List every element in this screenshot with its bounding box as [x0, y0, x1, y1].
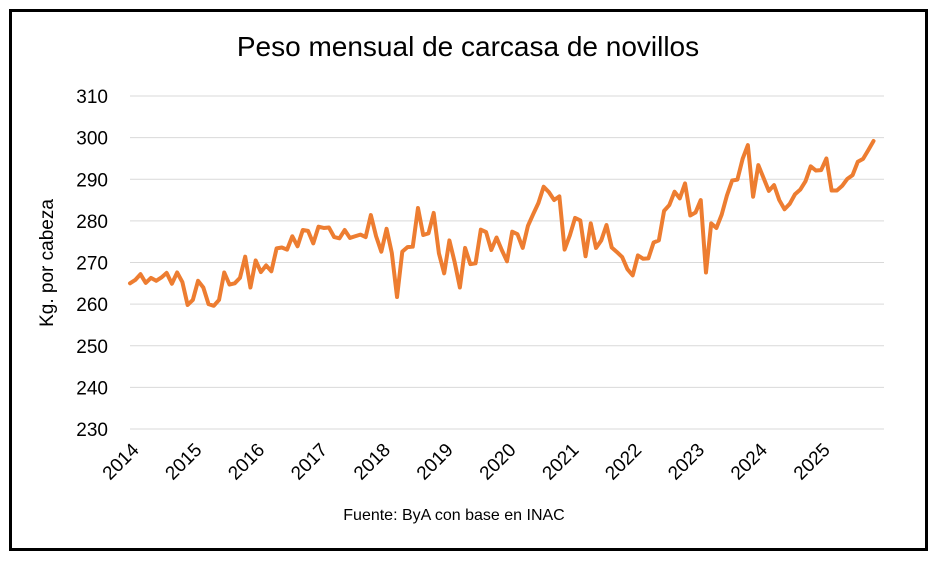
- series-group: [128, 138, 876, 308]
- x-tick-label: 2023: [664, 440, 709, 485]
- y-tick-label: 310: [76, 87, 108, 108]
- chart-title: Peso mensual de carcasa de novillos: [237, 31, 699, 62]
- y-axis-label: Kg. por cabeza: [37, 199, 58, 327]
- x-tick-label: 2017: [287, 440, 332, 485]
- x-tick-label: 2019: [413, 440, 458, 485]
- y-tick-label: 260: [76, 295, 108, 316]
- x-tick-label: 2020: [476, 440, 521, 485]
- source-note: Fuente: ByA con base en INAC: [343, 507, 564, 524]
- chart-frame: [9, 9, 928, 551]
- x-tick-label: 2014: [99, 439, 144, 484]
- series-line-0: [128, 138, 876, 308]
- y-tick-label: 290: [76, 170, 108, 191]
- y-axis-ticks: 310 300 290 280 270 260 250 240 230: [76, 87, 108, 441]
- x-tick-label: 2016: [224, 440, 269, 485]
- x-tick-label: 2025: [790, 440, 835, 485]
- y-tick-label: 230: [76, 420, 108, 441]
- x-tick-label: 2021: [539, 440, 584, 485]
- x-axis-ticks: 2014 2015 2016 2017 2018 2019 2020 2021 2022 2023…: [99, 439, 835, 484]
- y-tick-label: 270: [76, 254, 108, 275]
- y-tick-label: 280: [76, 212, 108, 233]
- y-tick-label: 240: [76, 378, 108, 399]
- y-tick-label: 250: [76, 337, 108, 358]
- x-tick-label: 2022: [601, 440, 646, 485]
- x-tick-label: 2015: [162, 440, 207, 485]
- x-tick-label: 2024: [727, 439, 772, 484]
- gridlines: [130, 95, 884, 430]
- y-tick-label: 300: [76, 129, 108, 150]
- x-tick-label: 2018: [350, 440, 395, 485]
